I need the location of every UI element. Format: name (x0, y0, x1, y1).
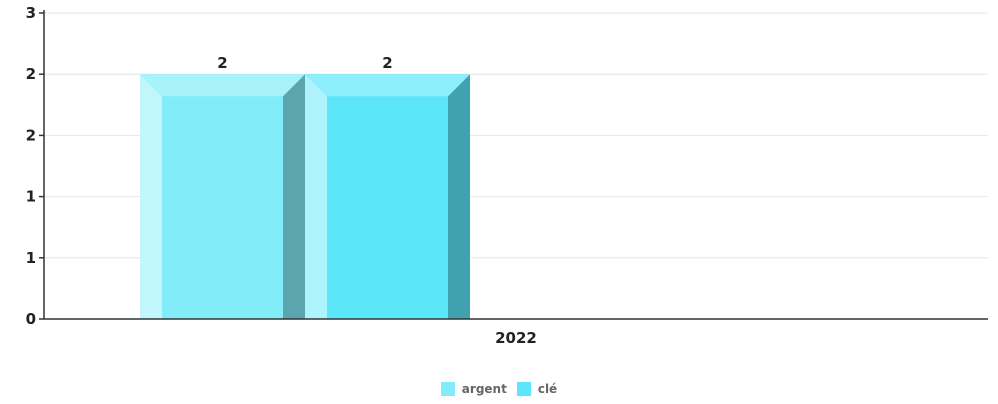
bars (140, 74, 470, 319)
y-tick-label: 3 (26, 4, 36, 22)
legend: argent clé (0, 382, 998, 396)
data-label-clé: 2 (382, 54, 392, 72)
legend-item-cle[interactable]: clé (516, 382, 558, 396)
legend-label-argent: argent (461, 382, 507, 396)
bar-argent-2022[interactable] (140, 74, 305, 319)
y-tick-label: 1 (26, 249, 36, 267)
bar-clé-2022[interactable] (305, 74, 470, 319)
y-tick-label: 2 (26, 65, 36, 83)
x-tick-label-2022: 2022 (495, 329, 537, 347)
legend-swatch-argent (440, 382, 455, 396)
y-tick-label: 0 (26, 310, 36, 328)
legend-item-argent[interactable]: argent (440, 382, 507, 396)
y-tick-label: 2 (26, 126, 36, 144)
data-label-argent: 2 (217, 54, 227, 72)
axes (43, 10, 988, 320)
legend-label-cle: clé (537, 382, 558, 396)
y-tick-label: 1 (26, 188, 36, 206)
y-axis-ticks: 0 1 1 2 2 3 (26, 4, 44, 328)
legend-swatch-cle (516, 382, 531, 396)
